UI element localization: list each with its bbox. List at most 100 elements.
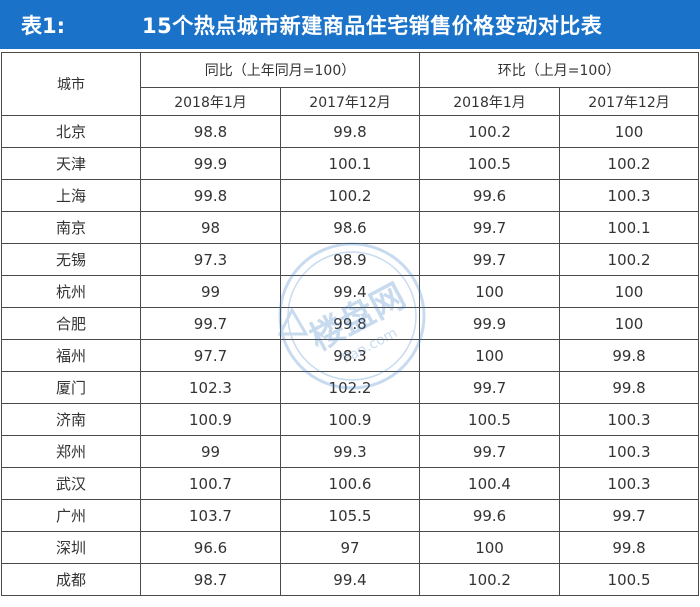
value-cell: 100.3 [559,403,700,436]
value-cell: 100.1 [559,211,700,244]
value-cell: 100 [559,307,700,340]
value-cell: 99.3 [279,435,421,468]
price-change-table: 城市 同比（上年同月=100） 环比（上月=100） 2018年1月 2017年… [1,52,700,596]
table-row: 合肥 99.7 99.8 99.9 100 [1,307,700,340]
value-cell: 102.2 [279,371,421,404]
value-cell: 99.7 [419,211,561,244]
value-cell: 100 [559,275,700,308]
city-cell: 上海 [1,179,141,212]
value-cell: 100 [419,531,561,564]
value-cell: 99.7 [419,435,561,468]
value-cell: 105.5 [279,499,421,532]
value-cell: 99.7 [419,371,561,404]
value-cell: 99.8 [559,531,700,564]
city-cell: 天津 [1,147,141,180]
value-cell: 98.6 [279,211,421,244]
city-cell: 广州 [1,499,141,532]
value-cell: 100.3 [559,467,700,500]
city-cell: 无锡 [1,243,141,276]
city-cell: 南京 [1,211,141,244]
value-cell: 100.3 [559,179,700,212]
value-cell: 97.7 [140,339,281,372]
value-cell: 99.7 [419,243,561,276]
table-row: 厦门 102.3 102.2 99.7 99.8 [1,371,700,404]
table-row: 上海 99.8 100.2 99.6 100.3 [1,179,700,212]
value-cell: 100.9 [279,403,421,436]
value-cell: 97 [279,531,421,564]
value-cell: 103.7 [140,499,281,532]
value-cell: 99.9 [140,147,281,180]
value-cell: 99.8 [279,307,421,340]
value-cell: 96.6 [140,531,281,564]
table-row: 成都 98.7 99.4 100.2 100.5 [1,563,700,596]
title-label: 表1: [21,13,66,38]
city-cell: 郑州 [1,435,141,468]
table-title-bar: 表1: 15个热点城市新建商品住宅销售价格变动对比表 [0,0,700,49]
table-body: 北京 98.8 99.8 100.2 100 天津 99.9 100.1 100.5 100.2 上… [1,115,700,596]
value-cell: 100.5 [559,563,700,596]
value-cell: 99.7 [559,499,700,532]
table-row: 广州 103.7 105.5 99.6 99.7 [1,499,700,532]
value-cell: 99.9 [419,307,561,340]
table-row: 杭州 99 99.4 100 100 [1,275,700,308]
value-cell: 100 [559,115,700,148]
value-cell: 99.7 [140,307,281,340]
yoy-header: 同比（上年同月=100） [139,52,421,88]
table-row: 福州 97.7 98.3 100 99.8 [1,339,700,372]
table-row: 郑州 99 99.3 99.7 100.3 [1,435,700,468]
value-cell: 100.2 [559,147,700,180]
mom-header: 环比（上月=100） [419,52,700,88]
value-cell: 100.1 [279,147,421,180]
table-row: 北京 98.8 99.8 100.2 100 [1,115,700,148]
city-cell: 杭州 [1,275,141,308]
city-cell: 福州 [1,339,141,372]
value-cell: 100.2 [559,243,700,276]
value-cell: 100.2 [279,179,421,212]
table-row: 天津 99.9 100.1 100.5 100.2 [1,147,700,180]
table-row: 武汉 100.7 100.6 100.4 100.3 [1,467,700,500]
value-cell: 100.2 [419,563,561,596]
city-cell: 厦门 [1,371,141,404]
value-cell: 100 [419,339,561,372]
period-header: 2018年1月 [419,87,561,116]
city-cell: 深圳 [1,531,141,564]
value-cell: 100 [419,275,561,308]
value-cell: 100.7 [140,467,281,500]
value-cell: 98.9 [279,243,421,276]
table-row: 深圳 96.6 97 100 99.8 [1,531,700,564]
value-cell: 99.8 [559,339,700,372]
value-cell: 99.4 [279,275,421,308]
city-cell: 合肥 [1,307,141,340]
value-cell: 99.8 [559,371,700,404]
value-cell: 99.6 [419,499,561,532]
city-cell: 武汉 [1,467,141,500]
city-cell: 北京 [1,115,141,148]
city-cell: 成都 [1,563,141,596]
value-cell: 99 [140,275,281,308]
value-cell: 100.9 [140,403,281,436]
period-header: 2018年1月 [140,87,281,116]
value-cell: 99.6 [419,179,561,212]
value-cell: 102.3 [140,371,281,404]
value-cell: 98.7 [140,563,281,596]
value-cell: 98.8 [140,115,281,148]
value-cell: 100.5 [419,147,561,180]
value-cell: 99.8 [279,115,421,148]
value-cell: 100.5 [419,403,561,436]
value-cell: 99 [140,435,281,468]
value-cell: 97.3 [140,243,281,276]
value-cell: 99.8 [140,179,281,212]
value-cell: 98 [140,211,281,244]
period-header: 2017年12月 [279,87,421,116]
city-header: 城市 [1,52,141,116]
period-header: 2017年12月 [559,87,700,116]
value-cell: 100.4 [419,467,561,500]
value-cell: 100.2 [419,115,561,148]
table-row: 济南 100.9 100.9 100.5 100.3 [1,403,700,436]
value-cell: 100.3 [559,435,700,468]
table-row: 南京 98 98.6 99.7 100.1 [1,211,700,244]
city-cell: 济南 [1,403,141,436]
value-cell: 99.4 [279,563,421,596]
table-row: 无锡 97.3 98.9 99.7 100.2 [1,243,700,276]
value-cell: 100.6 [279,467,421,500]
